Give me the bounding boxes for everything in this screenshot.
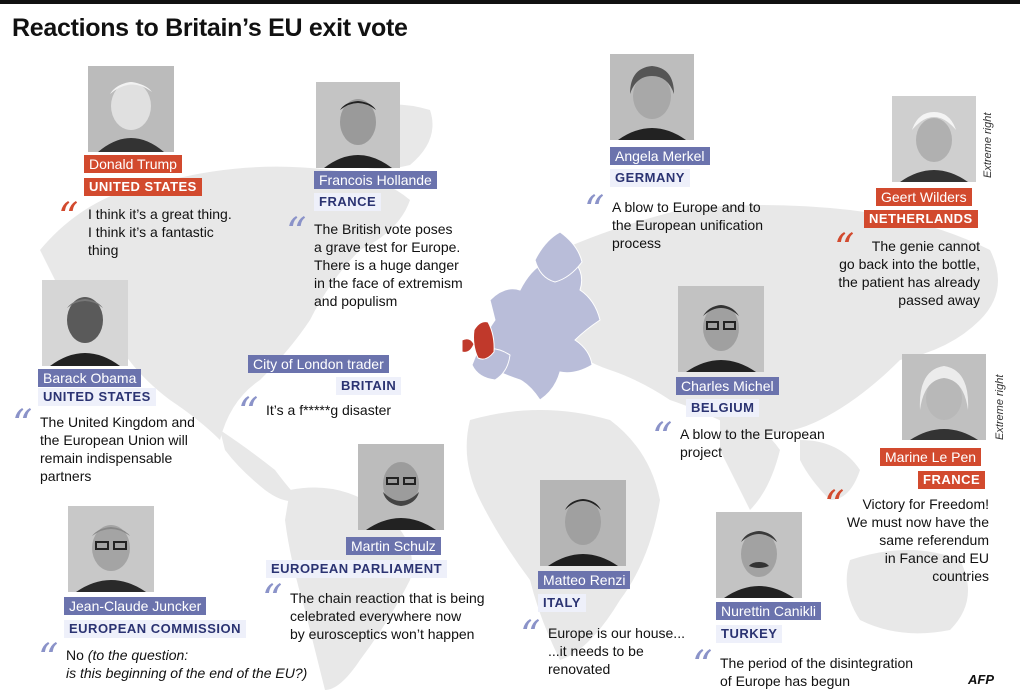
trump-quote-mark: “ [58, 195, 79, 241]
scandinavia [534, 231, 583, 283]
lepen-name: Marine Le Pen [880, 448, 982, 466]
britain [473, 321, 495, 360]
michel-country: BELGIUM [686, 399, 760, 417]
hollande-photo [316, 82, 400, 168]
renzi-photo [540, 480, 626, 566]
australia [846, 550, 968, 634]
lepen-photo [902, 354, 986, 440]
trader-quote: It’s a f*****g disaster [266, 402, 392, 418]
obama-country: UNITED STATES [38, 388, 156, 406]
juncker-quote-extra: (to the question: is this beginning of t… [66, 647, 308, 681]
canikli-quote-mark: “ [692, 643, 713, 689]
juncker-photo [68, 506, 154, 592]
juncker-name: Jean-Claude Juncker [64, 597, 207, 615]
lepen-note: Extreme right [994, 374, 1006, 440]
hollande-quote: The British vote poses a grave test for … [314, 221, 463, 309]
juncker-quote-main: No [66, 647, 84, 663]
eurasia [540, 205, 998, 434]
wilders-note: Extreme right [982, 112, 994, 178]
hollande-country: FRANCE [314, 193, 382, 211]
michel-photo [678, 286, 764, 372]
trump-photo [88, 66, 174, 152]
obama-quote-mark: “ [12, 402, 33, 448]
trader-country: BRITAIN [336, 377, 402, 395]
central-america [220, 430, 300, 502]
wilders-photo [892, 96, 976, 182]
schulz-quote: The chain reaction that is being celebra… [290, 590, 485, 642]
trump-quote: I think it’s a great thing. I think it’s… [88, 206, 232, 258]
canikli-quote: The period of the disintegration of Euro… [720, 655, 914, 689]
canikli-name: Nurettin Canikli [716, 602, 821, 620]
page-title: Reactions to Britain’s EU exit vote [12, 14, 408, 42]
europe-highlight [461, 231, 601, 401]
trader-quote-mark: “ [238, 390, 259, 436]
merkel-country: GERMANY [610, 169, 690, 187]
merkel-quote: A blow to Europe and to the European uni… [612, 199, 763, 251]
afp-logo: AFP [968, 672, 994, 687]
renzi-quote: Europe is our house... ...it needs to be… [548, 625, 685, 677]
wilders-country: NETHERLANDS [864, 210, 978, 228]
obama-quote: The United Kingdom and the European Unio… [40, 414, 195, 484]
eu-mainland [479, 258, 601, 401]
wilders-quote: The genie cannot go back into the bottle… [838, 238, 980, 308]
schulz-quote-mark: “ [262, 577, 283, 623]
trump-country: UNITED STATES [84, 178, 202, 196]
merkel-photo [610, 54, 694, 140]
obama-name: Barack Obama [38, 369, 142, 387]
canikli-photo [716, 512, 802, 598]
schulz-name: Martin Schulz [346, 537, 441, 555]
wilders-name: Geert Wilders [876, 188, 972, 206]
ireland [461, 338, 475, 353]
juncker-quote: No (to the question: is this beginning o… [66, 646, 307, 682]
schulz-country: EUROPEAN PARLIAMENT [266, 560, 448, 578]
top-rule [0, 0, 1020, 4]
hollande-quote-mark: “ [286, 210, 307, 256]
juncker-country: EUROPEAN COMMISSION [64, 620, 247, 638]
lepen-country: FRANCE [918, 471, 986, 489]
renzi-country: ITALY [538, 594, 586, 612]
juncker-quote-mark: “ [38, 636, 59, 682]
merkel-name: Angela Merkel [610, 147, 710, 165]
michel-quote: A blow to the European project [680, 426, 825, 460]
renzi-name: Matteo Renzi [538, 571, 631, 589]
north-america [40, 166, 410, 440]
michel-name: Charles Michel [676, 377, 779, 395]
wilders-quote-mark: “ [834, 226, 855, 272]
hollande-name: Francois Hollande [314, 171, 437, 189]
lepen-quote-mark: “ [824, 483, 845, 529]
renzi-quote-mark: “ [520, 613, 541, 659]
merkel-quote-mark: “ [584, 188, 605, 234]
michel-quote-mark: “ [652, 415, 673, 461]
lepen-quote: Victory for Freedom! We must now have th… [846, 496, 989, 584]
canikli-country: TURKEY [716, 625, 783, 643]
trump-name: Donald Trump [84, 155, 182, 173]
trader-name: City of London trader [248, 355, 389, 373]
southeast-asia [800, 440, 860, 500]
schulz-photo [358, 444, 444, 530]
obama-photo [42, 280, 128, 366]
india [720, 420, 780, 510]
